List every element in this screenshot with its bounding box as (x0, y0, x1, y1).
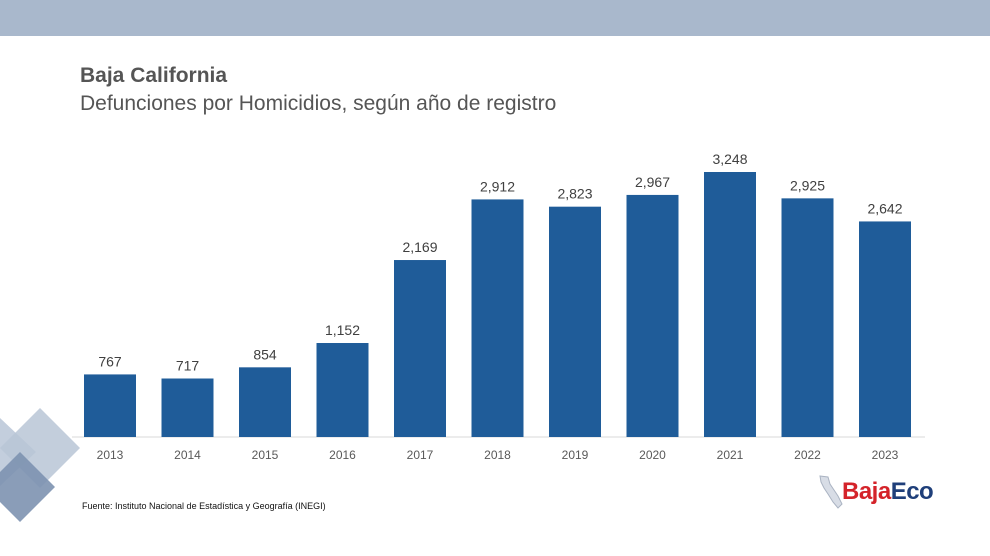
bar-2021 (704, 172, 756, 437)
data-label-2021: 3,248 (712, 151, 747, 167)
x-tick-label-2013: 2013 (97, 448, 124, 462)
x-tick-label-2023: 2023 (872, 448, 899, 462)
data-label-2023: 2,642 (867, 200, 902, 216)
bajaeco-logo: BajaEco (812, 474, 952, 514)
x-tick-label-2022: 2022 (794, 448, 821, 462)
chart-title: Baja California (80, 64, 228, 87)
source-note: Fuente: Instituto Nacional de Estadístic… (82, 501, 326, 511)
logo-baja: Baja (842, 478, 891, 505)
bar-2019 (549, 206, 601, 437)
bar-2018 (471, 199, 524, 437)
data-label-2018: 2,912 (480, 178, 515, 194)
x-tick-label-2021: 2021 (717, 448, 744, 462)
bar-2014 (161, 378, 214, 437)
data-label-2019: 2,823 (557, 186, 592, 202)
data-label-2016: 1,152 (325, 322, 360, 338)
data-label-2014: 717 (176, 358, 200, 374)
x-tick-label-2018: 2018 (484, 448, 511, 462)
x-tick-label-2015: 2015 (252, 448, 279, 462)
data-label-2017: 2,169 (402, 239, 437, 255)
bar-2020 (626, 194, 679, 437)
x-tick-label-2014: 2014 (174, 448, 201, 462)
logo-wordmark: BajaEco (842, 478, 934, 506)
x-tick-label-2019: 2019 (562, 448, 589, 462)
bar-2023 (859, 221, 911, 437)
bar-2022 (781, 198, 834, 437)
bar-2013 (84, 374, 136, 437)
x-tick-label-2016: 2016 (329, 448, 356, 462)
x-tick-label-2020: 2020 (639, 448, 666, 462)
baja-map-icon (819, 475, 843, 509)
data-label-2022: 2,925 (790, 177, 825, 193)
data-label-2013: 767 (98, 353, 122, 369)
bar-2016 (316, 343, 369, 437)
bar-2015 (239, 367, 291, 437)
x-tick-label-2017: 2017 (407, 448, 434, 462)
bar-2017 (394, 260, 446, 437)
data-label-2015: 854 (253, 346, 277, 362)
data-label-2020: 2,967 (635, 174, 670, 190)
top-banner (0, 0, 990, 36)
chart-subtitle: Defunciones por Homicidios, según año de… (80, 92, 557, 115)
logo-eco: Eco (890, 478, 934, 505)
